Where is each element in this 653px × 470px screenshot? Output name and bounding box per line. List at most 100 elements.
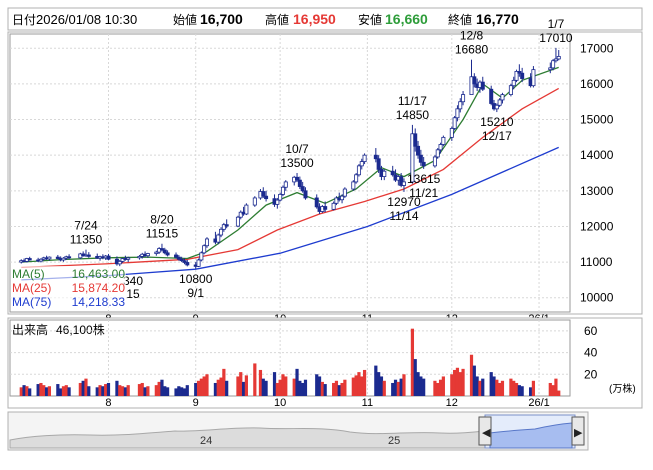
date-value: 2026/01/08 10:30 <box>36 12 137 27</box>
volume-bar-up <box>334 380 339 396</box>
volume-bar-up <box>19 387 23 396</box>
volume-bar-down <box>165 387 170 396</box>
candle-up <box>280 186 285 195</box>
candle-down <box>159 248 164 251</box>
price-annotation: 10/7 <box>285 142 309 156</box>
candle-up <box>410 133 415 183</box>
volume-bar-down <box>391 382 395 396</box>
volume-bar-down <box>81 380 85 396</box>
candle-up <box>452 117 457 129</box>
price-tick-label: 14000 <box>580 148 614 162</box>
volume-bar-down <box>95 387 99 396</box>
volume-bar-up <box>42 385 46 396</box>
volume-bars <box>19 328 561 396</box>
candle-up <box>275 199 280 205</box>
candle-up <box>199 252 204 261</box>
volume-bar-down <box>529 387 533 396</box>
candle-down <box>224 224 229 227</box>
candle-up <box>401 181 406 186</box>
candle-up <box>531 69 536 87</box>
candle-up <box>458 101 463 110</box>
ma25-value: 15,874.20 <box>72 281 126 295</box>
candle-down <box>27 258 32 261</box>
candle-up <box>449 128 454 138</box>
volume-axis-ticks: 20 40 60 <box>584 324 598 381</box>
candle-up <box>204 238 209 247</box>
volume-x-tick-label: 26/1 <box>528 397 549 409</box>
volume-bar-up <box>98 385 102 396</box>
candle-up <box>219 228 224 236</box>
candle-down <box>264 195 269 200</box>
volume-bar-up <box>410 328 415 396</box>
candle-up <box>340 195 345 201</box>
candle-up <box>551 60 556 69</box>
candle-down <box>418 154 423 163</box>
price-tick-label: 17000 <box>580 41 614 55</box>
volume-bar-down <box>123 387 127 396</box>
candle-down <box>489 88 494 104</box>
volume-bar-down <box>520 386 524 396</box>
candle-up <box>235 216 240 227</box>
price-annotation: 13500 <box>280 156 314 170</box>
volume-bar-up <box>478 380 482 396</box>
volume-x-axis-ticks: 8 9 10 11 12 26/1 <box>105 397 549 409</box>
volume-bar-down <box>323 384 327 396</box>
high-label: 高値 <box>265 12 289 27</box>
volume-bar-up <box>498 382 502 396</box>
ma-legend: MA(5) 16,463.00 MA(25) 15,874.20 MA(75) … <box>11 266 126 310</box>
volume-bar-down <box>298 380 302 396</box>
navigator-right-handle[interactable] <box>571 416 585 446</box>
volume-bar-up <box>239 372 243 396</box>
volume-bar-down <box>115 380 119 396</box>
volume-bar-down <box>472 365 476 396</box>
volume-bar-down <box>143 387 147 396</box>
candle-up <box>196 259 201 267</box>
candle-up <box>137 255 142 259</box>
volume-tick-label: 40 <box>584 346 598 360</box>
volume-bar-up <box>64 385 68 396</box>
volume-bar-up <box>219 377 223 396</box>
price-annotation: 12/17 <box>482 129 512 143</box>
volume-bar-up <box>104 384 108 396</box>
volume-bar-down <box>59 388 63 396</box>
candle-down <box>67 256 72 259</box>
candle-down <box>390 170 395 176</box>
candle-up <box>351 181 356 190</box>
candle-down <box>314 197 319 208</box>
volume-bar-down <box>194 382 198 396</box>
close-label: 終値 <box>448 12 472 27</box>
price-annotation: 10800 <box>179 272 213 286</box>
volume-bar-up <box>436 382 440 396</box>
volume-bar-down <box>413 359 417 396</box>
ma5-label: MA(5) <box>12 267 45 281</box>
candle-down <box>520 72 525 79</box>
volume-bar-up <box>441 376 445 396</box>
candle-down <box>472 76 477 85</box>
volume-bar-up <box>554 378 558 396</box>
volume-bar-up <box>354 375 358 396</box>
navigator-label-25: 25 <box>388 435 400 447</box>
range-navigator[interactable]: ◀ ▶ 24 25 <box>7 411 589 451</box>
navigator-left-handle[interactable] <box>478 416 492 446</box>
candle-up <box>334 197 339 204</box>
volume-bar-down <box>475 376 479 396</box>
volume-bar-down <box>182 388 187 396</box>
volume-bar-down <box>101 386 105 396</box>
volume-bar-up <box>362 369 367 396</box>
volume-x-tick-label: 11 <box>362 397 373 409</box>
candle-up <box>278 193 283 201</box>
price-annotation: 12970 <box>387 195 421 209</box>
volume-bar-up <box>548 382 552 396</box>
volume-bar-down <box>317 376 322 396</box>
candle-down <box>165 252 170 256</box>
volume-tick-label: 20 <box>584 367 598 381</box>
volume-bar-up <box>157 381 161 396</box>
price-tick-label: 15000 <box>580 113 614 127</box>
volume-bar-up <box>84 378 88 396</box>
candle-up <box>455 108 460 119</box>
price-tick-label: 13000 <box>580 184 614 198</box>
open-label: 始値 <box>173 12 197 27</box>
volume-bar-up <box>137 384 142 396</box>
